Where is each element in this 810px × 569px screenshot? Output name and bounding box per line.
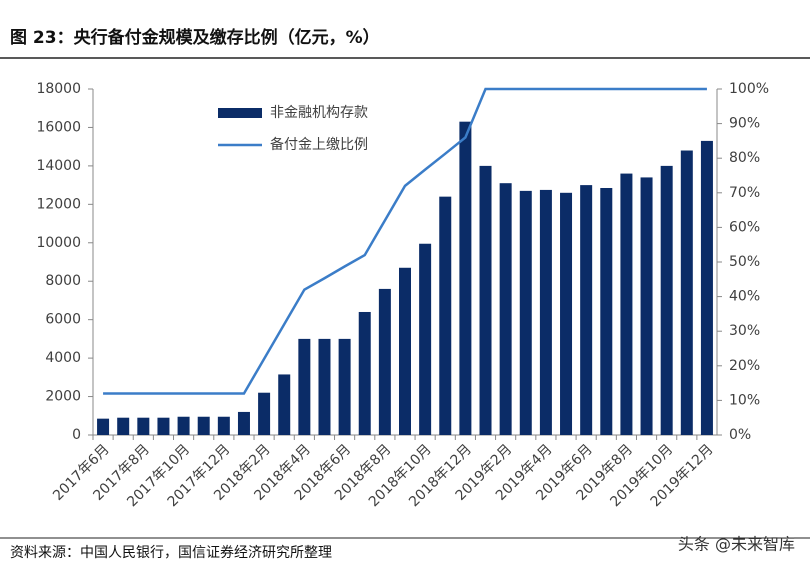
bar <box>378 288 391 435</box>
bar <box>459 121 472 435</box>
bar <box>338 338 351 435</box>
bar <box>519 190 532 435</box>
source: 资料来源：中国人民银行，国信证券经济研究所整理 <box>10 545 332 561</box>
bar <box>660 165 673 435</box>
y2-tick-label: 80% <box>729 150 760 166</box>
bar <box>197 416 210 435</box>
bar <box>479 165 492 435</box>
bar <box>258 392 271 435</box>
legend-label: 非金融机构存款 <box>270 105 368 121</box>
y2-tick-label: 30% <box>729 323 760 339</box>
bar <box>278 374 291 435</box>
y-tick-label: 14000 <box>36 158 81 174</box>
y2-tick-label: 70% <box>729 185 760 201</box>
bar <box>419 243 432 435</box>
y-tick-label: 2000 <box>45 389 81 405</box>
bar <box>399 267 411 435</box>
y-tick-label: 10000 <box>36 235 81 251</box>
bar <box>117 417 130 435</box>
bar <box>560 192 573 435</box>
bar <box>97 418 110 435</box>
y2-tick-label: 40% <box>729 289 760 305</box>
bar <box>358 311 371 435</box>
y-tick-label: 0 <box>72 427 81 443</box>
bar <box>499 183 512 435</box>
y-tick-label: 16000 <box>36 119 81 135</box>
bar <box>177 416 190 435</box>
y2-tick-label: 0% <box>729 427 751 443</box>
bar <box>237 411 250 435</box>
bar <box>600 187 613 435</box>
bar <box>157 417 170 435</box>
bar <box>137 417 150 435</box>
y2-tick-label: 60% <box>729 219 760 235</box>
y2-tick-label: 10% <box>729 392 760 408</box>
bar <box>640 177 653 435</box>
bar <box>217 416 230 435</box>
y2-tick-label: 20% <box>729 358 760 374</box>
bar <box>680 150 693 435</box>
watermark: 头条 @未来智库 <box>678 535 795 554</box>
legend-swatch <box>218 108 262 118</box>
bar <box>298 338 311 435</box>
bar <box>318 338 331 435</box>
y2-tick-label: 50% <box>729 254 760 270</box>
bar <box>620 173 633 436</box>
y-tick-label: 8000 <box>45 273 81 289</box>
y2-tick-label: 100% <box>729 81 769 97</box>
bar <box>439 196 452 435</box>
bar <box>580 185 593 435</box>
y-tick-label: 12000 <box>36 196 81 212</box>
legend-label: 备付金上缴比例 <box>270 136 368 153</box>
y-tick-label: 18000 <box>36 81 81 97</box>
y-tick-label: 4000 <box>45 350 81 366</box>
y-tick-label: 6000 <box>45 312 81 328</box>
chart-title: 图 23：央行备付金规模及缴存比例（亿元，%） <box>10 27 380 48</box>
y2-tick-label: 90% <box>729 116 760 132</box>
bar <box>539 189 552 435</box>
bar <box>700 140 713 435</box>
line <box>103 87 707 395</box>
